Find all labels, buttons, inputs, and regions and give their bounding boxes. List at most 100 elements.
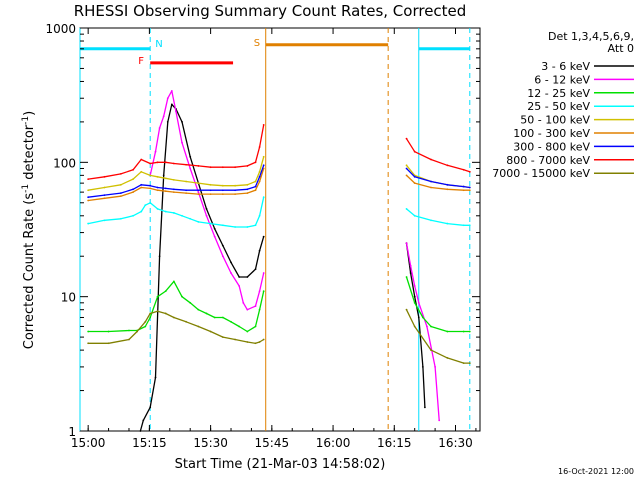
series-point xyxy=(430,158,432,161)
series-point xyxy=(181,214,183,217)
legend-label: 25 - 50 keV xyxy=(527,100,590,113)
series-point xyxy=(170,103,173,106)
series-point xyxy=(132,188,134,191)
series-point xyxy=(103,219,106,222)
series-point xyxy=(468,189,471,192)
series-point xyxy=(213,235,216,238)
series-point xyxy=(230,320,232,323)
series-line xyxy=(88,280,265,333)
series-point xyxy=(405,167,408,170)
series-point xyxy=(103,175,106,178)
legend-label: 300 - 800 keV xyxy=(513,140,590,153)
series-point xyxy=(413,301,416,304)
series-point xyxy=(221,224,224,227)
series-point xyxy=(149,312,152,315)
series-point xyxy=(446,357,449,359)
series-point xyxy=(189,155,192,158)
series-line xyxy=(139,103,265,432)
series-point xyxy=(246,183,249,186)
series-point xyxy=(234,189,237,192)
y-tick-label: 1 xyxy=(68,425,76,439)
series-point xyxy=(413,214,416,217)
series-line xyxy=(405,243,426,408)
series-point xyxy=(185,189,188,192)
y-tick-label: 100 xyxy=(53,156,76,170)
series-point xyxy=(405,137,408,140)
footer-timestamp: 16-Oct-2021 12:00 xyxy=(558,467,634,476)
saa-bar-label: S xyxy=(254,38,260,49)
series-point xyxy=(221,166,224,169)
series-point xyxy=(170,90,173,92)
series-point xyxy=(468,330,471,333)
y-axis-label-sup1: -1 xyxy=(21,184,31,193)
series-point xyxy=(413,325,416,328)
series-point xyxy=(258,146,261,148)
series-point xyxy=(430,219,432,222)
series-point xyxy=(107,342,110,345)
y-tick-label: 1000 xyxy=(45,22,76,36)
series-point xyxy=(246,341,249,343)
series-point xyxy=(413,175,416,178)
series-line xyxy=(88,124,265,180)
series-point xyxy=(172,162,175,165)
legend-label: 3 - 6 keV xyxy=(541,60,590,73)
series-point xyxy=(156,175,159,178)
series-point xyxy=(197,193,200,196)
series-point xyxy=(446,222,449,225)
series-point xyxy=(132,214,134,217)
series-point xyxy=(409,272,412,274)
series-point xyxy=(103,194,106,197)
series-point xyxy=(468,224,471,227)
series-point xyxy=(221,316,224,319)
legend-label: 100 - 300 keV xyxy=(513,127,590,140)
series-point xyxy=(405,308,408,311)
series-point xyxy=(446,188,449,191)
series-point xyxy=(221,255,224,258)
series-point xyxy=(221,336,224,339)
series-point xyxy=(119,192,122,195)
series-point xyxy=(87,222,90,225)
series-point xyxy=(149,187,152,190)
legend-label: 6 - 12 keV xyxy=(534,73,590,86)
series-point xyxy=(262,338,265,341)
series-point xyxy=(254,185,257,188)
legend-header-line1: Det 1,3,4,5,6,9, xyxy=(548,30,634,43)
series-point xyxy=(156,161,159,164)
series-point xyxy=(185,163,188,166)
series-point xyxy=(142,419,145,422)
y-axis-label-main: Corrected Count Rate (s xyxy=(22,193,37,350)
series-point xyxy=(205,214,208,217)
series-point xyxy=(258,180,261,183)
series-point xyxy=(205,312,208,315)
series-point xyxy=(462,185,465,188)
series-point xyxy=(262,155,265,158)
series-point xyxy=(149,406,152,409)
series-point xyxy=(258,341,261,343)
series-point xyxy=(156,186,159,189)
series-point xyxy=(405,164,408,167)
series-point xyxy=(246,192,249,195)
series-point xyxy=(197,308,200,311)
series-point xyxy=(149,174,152,177)
x-tick-label: 16:30 xyxy=(438,436,473,450)
series-point xyxy=(213,227,216,230)
series-line xyxy=(406,208,470,226)
series-point xyxy=(164,161,167,164)
series-point xyxy=(423,406,426,409)
series-point xyxy=(405,174,408,177)
series-point xyxy=(254,224,257,227)
series-point xyxy=(446,183,449,186)
series-point xyxy=(128,338,130,341)
series-point xyxy=(426,325,428,328)
series-point xyxy=(132,168,134,171)
series-point xyxy=(172,316,175,319)
series-point xyxy=(172,280,175,283)
series-line xyxy=(406,174,470,191)
series-line xyxy=(405,276,470,333)
series-point xyxy=(238,285,241,287)
series-point xyxy=(172,188,175,191)
series-line xyxy=(88,156,265,191)
series-point xyxy=(246,330,249,333)
series-point xyxy=(140,186,143,189)
